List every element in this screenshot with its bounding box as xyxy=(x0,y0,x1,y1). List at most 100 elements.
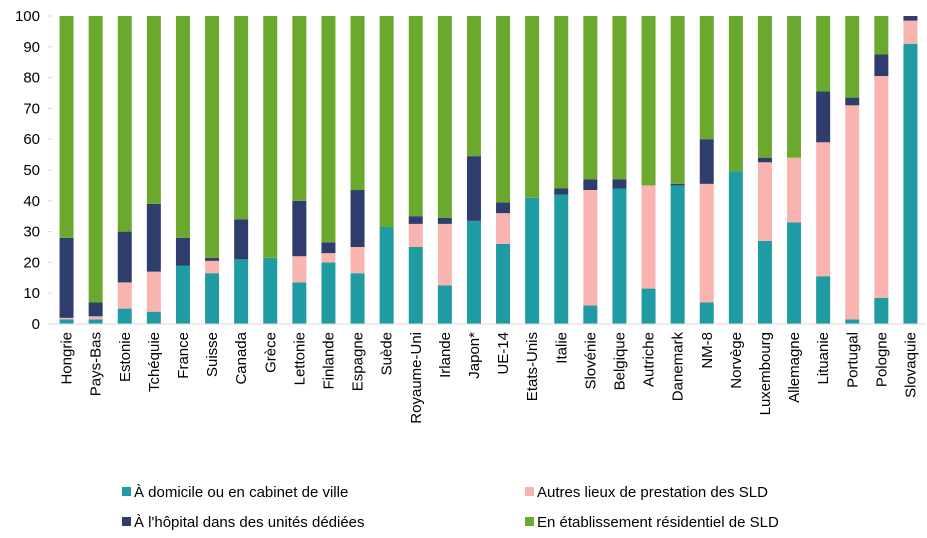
bar-segment xyxy=(903,20,918,44)
bar-segment xyxy=(408,247,423,324)
bar-segment xyxy=(699,16,714,140)
x-tick-label: Norvège xyxy=(728,332,745,389)
bar-segment xyxy=(146,311,161,324)
bar-segment xyxy=(88,319,103,324)
bar-segment xyxy=(845,105,860,320)
bar-segment xyxy=(845,97,860,106)
x-tick-label: Suède xyxy=(379,332,396,375)
y-tick-label: 80 xyxy=(23,70,40,87)
bar-segment xyxy=(146,203,161,272)
bar-segment xyxy=(379,226,394,324)
bar-segment xyxy=(408,216,423,224)
y-tick-label: 70 xyxy=(23,100,40,117)
bar-segment xyxy=(321,253,336,263)
bar-segment xyxy=(88,16,103,303)
bar-segment xyxy=(641,16,656,186)
bar-segment xyxy=(292,282,307,324)
bar-segment xyxy=(234,219,249,260)
x-tick-label: Luxembourg xyxy=(757,332,774,415)
bar-segment xyxy=(321,16,336,243)
bar-segment xyxy=(59,237,74,318)
x-tick-label: Japon* xyxy=(466,332,483,379)
x-tick-label: Etats-Unis xyxy=(524,332,541,401)
bar-segment xyxy=(612,179,627,189)
bar-segment xyxy=(466,220,481,324)
bar-segment xyxy=(874,16,889,55)
bar-segment xyxy=(757,157,772,163)
legend-swatch xyxy=(122,517,131,526)
x-tick-label: Estonie xyxy=(117,332,134,382)
bar-segment xyxy=(88,302,103,317)
x-tick-label: Belgique xyxy=(611,332,628,390)
bar-segment xyxy=(466,16,481,157)
x-tick-label: France xyxy=(175,332,192,379)
bar-segment xyxy=(146,271,161,312)
x-tick-label: Royaume-Uni xyxy=(408,332,425,424)
bar-segment xyxy=(292,200,307,257)
bar-segment xyxy=(146,16,161,204)
bar-segment xyxy=(437,223,452,286)
x-tick-label: UE-14 xyxy=(495,332,512,375)
y-tick-label: 90 xyxy=(23,39,40,56)
bar-segment xyxy=(612,16,627,180)
bar-segment xyxy=(816,276,831,324)
y-tick-label: 100 xyxy=(15,8,40,25)
bar-segment xyxy=(845,16,860,98)
bar-segment xyxy=(816,91,831,143)
legend-swatch xyxy=(122,487,131,496)
bar-segment xyxy=(408,223,423,247)
x-tick-label: Irlande xyxy=(437,332,454,378)
bar-segment xyxy=(670,183,685,186)
x-tick-label: Tchéquie xyxy=(146,332,163,392)
y-tick-label: 30 xyxy=(23,224,40,241)
bar-segment xyxy=(554,16,569,189)
bar-segment xyxy=(728,171,743,324)
bar-segment xyxy=(670,185,685,324)
bar-segment xyxy=(583,305,598,324)
bar-segment xyxy=(554,194,569,324)
bar-segment xyxy=(205,260,220,274)
bar-segment xyxy=(117,16,132,232)
bar-segment xyxy=(583,190,598,306)
bar-segment xyxy=(234,16,249,220)
bar-segment xyxy=(205,16,220,258)
bar-segment xyxy=(437,217,452,224)
bar-segment xyxy=(496,243,511,324)
bar-segment xyxy=(350,247,365,274)
y-tick-label: 20 xyxy=(23,254,40,271)
bar-segment xyxy=(263,16,278,258)
bar-segment xyxy=(670,16,685,184)
x-tick-label: Slovaquie xyxy=(902,332,919,398)
y-tick-label: 60 xyxy=(23,131,40,148)
bar-segment xyxy=(903,43,918,324)
bar-segment xyxy=(117,231,132,283)
bar-segment xyxy=(728,16,743,172)
bar-segment xyxy=(466,156,481,221)
bar-segment xyxy=(699,183,714,303)
bar-segment xyxy=(699,139,714,184)
bar-segment xyxy=(88,316,103,320)
bar-segment xyxy=(59,317,74,320)
x-tick-label: Suisse xyxy=(204,332,221,377)
bar-segment xyxy=(816,16,831,92)
bar-segment xyxy=(437,285,452,324)
y-tick-label: 10 xyxy=(23,285,40,302)
bar-segment xyxy=(117,308,132,324)
bar-segment xyxy=(757,162,772,241)
bar-segment xyxy=(845,319,860,324)
x-tick-label: Finlande xyxy=(320,332,337,390)
bar-segment xyxy=(874,297,889,324)
bar-segment xyxy=(59,319,74,324)
bar-segment xyxy=(757,240,772,324)
bar-segment xyxy=(699,302,714,324)
x-tick-label: Pays-Bas xyxy=(88,332,105,396)
legend-label: À domicile ou en cabinet de ville xyxy=(134,484,348,501)
bar-segment xyxy=(496,16,511,203)
x-tick-label: Lituanie xyxy=(815,332,832,385)
bar-segment xyxy=(816,142,831,277)
bar-segment xyxy=(350,16,365,191)
bar-segment xyxy=(525,16,540,198)
x-tick-label: Pologne xyxy=(873,332,890,387)
bar-segment xyxy=(350,190,365,247)
